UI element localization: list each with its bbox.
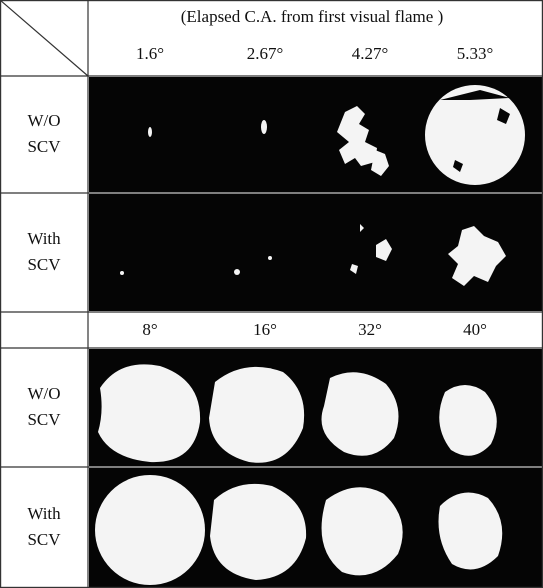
flame (209, 367, 304, 463)
angle-label: 40° (463, 320, 487, 339)
angle-label: 4.27° (352, 44, 389, 63)
row-label: SCV (27, 255, 61, 274)
angle-label: 32° (358, 320, 382, 339)
row-label: With (27, 229, 61, 248)
angle-label: 1.6° (136, 44, 164, 63)
row-label: SCV (27, 137, 61, 156)
angle-label: 5.33° (457, 44, 494, 63)
header-title: (Elapsed C.A. from first visual flame ) (181, 7, 444, 26)
row-label: With (27, 504, 61, 523)
flame (268, 256, 272, 260)
angle-label: 16° (253, 320, 277, 339)
row-label: W/O (27, 384, 60, 403)
flame (261, 120, 267, 134)
row-label: SCV (27, 530, 61, 549)
diagonal-rule (0, 0, 88, 76)
flame (120, 271, 124, 275)
flame (148, 127, 152, 137)
flame (95, 475, 205, 585)
flame (234, 269, 240, 275)
row-label: W/O (27, 111, 60, 130)
row-label: SCV (27, 410, 61, 429)
angle-label: 2.67° (247, 44, 284, 63)
flame-figure: (Elapsed C.A. from first visual flame ) … (0, 0, 543, 588)
angle-label: 8° (142, 320, 157, 339)
